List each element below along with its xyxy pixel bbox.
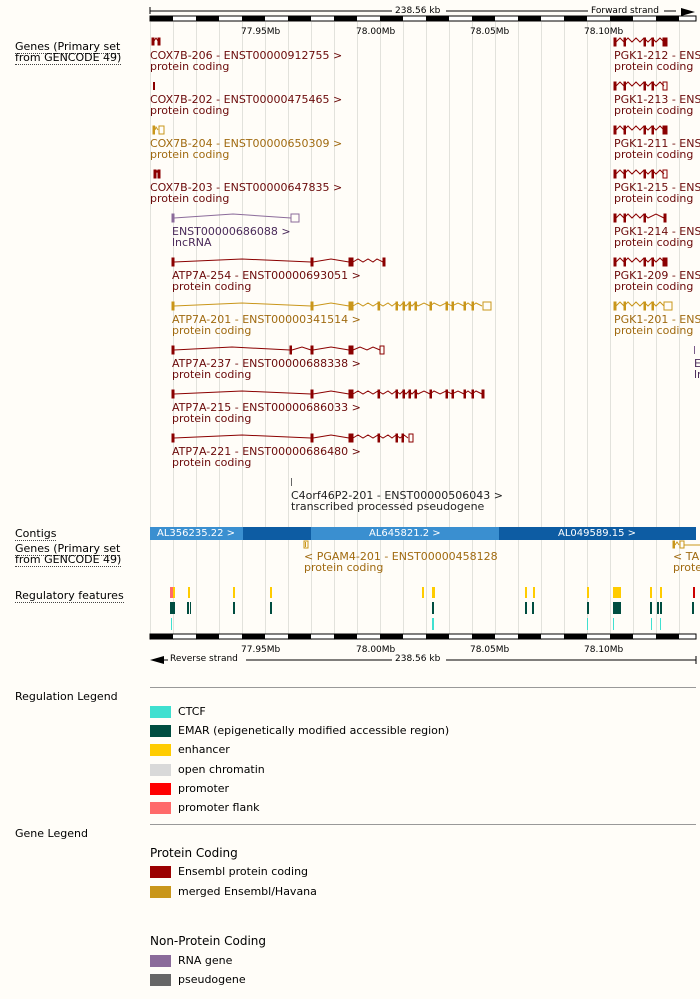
transcript-label[interactable]: < TA prote	[673, 550, 700, 574]
bottom-tick-label: 78.00Mb	[356, 645, 396, 655]
transcript-pgk1-215	[613, 169, 668, 179]
transcript-atp7a-201	[171, 301, 492, 311]
transcript-label[interactable]: ATP7A-201 - ENST00000341514 > protein cod…	[172, 313, 361, 337]
legend-swatch	[150, 764, 171, 776]
transcript-label[interactable]: COX7B-202 - ENST00000475465 > protein cod…	[150, 93, 343, 117]
legend-divider	[150, 687, 696, 688]
bottom-scale-bar	[149, 633, 697, 664]
legend-swatch	[150, 783, 171, 795]
forward-strand-arrow-icon	[681, 8, 695, 16]
reverse-transcripts[interactable]	[0, 0, 700, 560]
bottom-tick-label: 77.95Mb	[241, 645, 281, 655]
transcript-label[interactable]: COX7B-203 - ENST00000647835 > protein cod…	[150, 181, 343, 205]
bottom-tick-label: 78.10Mb	[584, 645, 624, 655]
transcript-pgk1-213	[613, 81, 668, 91]
gene-legend-title: Gene Legend	[15, 827, 88, 840]
transcript-label[interactable]: ATP7A-254 - ENST00000693051 > protein cod…	[172, 269, 361, 293]
transcript-pgk1-214	[613, 213, 667, 223]
transcript-pgk1-212	[613, 37, 668, 47]
contig-segment[interactable]	[499, 527, 696, 540]
legend-swatch	[150, 802, 171, 814]
transcript-pgk1-209	[613, 257, 668, 267]
transcript-label[interactable]: ATP7A-237 - ENST00000688338 > protein cod…	[172, 357, 361, 381]
regulatory-row-emar	[170, 602, 694, 614]
transcript-label[interactable]: PGK1-214 - ENST protein coding	[614, 225, 700, 249]
transcript-label[interactable]: PGK1-212 - ENST protein coding	[614, 49, 700, 73]
transcript-atp7a-215	[171, 389, 485, 399]
regulatory-row-ctcf	[171, 618, 661, 630]
top-tick-label: 78.00Mb	[356, 27, 396, 37]
transcript-glyphs[interactable]	[0, 0, 700, 520]
transcript-atp7a-254	[171, 257, 386, 267]
legend-swatch	[150, 706, 171, 718]
non-protein-coding-title: Non-Protein Coding	[150, 934, 267, 948]
transcript-c4orf46p2	[291, 478, 292, 486]
transcript-label[interactable]: ENST00000686088 > lncRNA	[172, 225, 291, 249]
transcript-pgk1-211	[613, 125, 668, 135]
regulatory-row-enhancer	[170, 587, 695, 598]
contig-segment[interactable]	[311, 527, 499, 540]
transcript-label[interactable]: ATP7A-221 - ENST00000686480 > protein cod…	[172, 445, 361, 469]
contig-segment[interactable]	[243, 527, 311, 540]
transcript-cox7b-203	[153, 169, 161, 179]
track-label-genes-line2: from GENCODE 49)	[15, 51, 122, 65]
top-scale-bar	[149, 7, 697, 22]
transcript-cox7b-204	[152, 125, 165, 135]
transcript-cox7b-202	[153, 82, 155, 90]
transcript-label[interactable]: COX7B-206 - ENST00000912755 > protein cod…	[150, 49, 343, 73]
track-label-genes-reverse[interactable]: Genes (Primary set from GENCODE 49)	[15, 542, 122, 567]
bottom-scale-span: 238.56 kb	[395, 654, 441, 664]
transcript-label[interactable]: PGK1-201 - ENST protein coding	[614, 313, 700, 337]
transcript-label[interactable]: PGK1-213 - ENST protein coding	[614, 93, 700, 117]
top-tick-label: 78.10Mb	[584, 27, 624, 37]
transcript-pgk1-201	[613, 301, 673, 311]
legend-swatch	[150, 725, 171, 737]
top-tick-label: 78.05Mb	[470, 27, 510, 37]
track-label-regulatory[interactable]: Regulatory features	[15, 589, 124, 603]
contig-segment[interactable]	[150, 527, 243, 540]
transcript-cox7b-206	[151, 37, 161, 46]
legend-divider	[150, 824, 696, 825]
transcript-label[interactable]: < PGAM4-201 - ENST00000458128 protein cod…	[304, 550, 498, 574]
contig-label: AL049589.15 >	[558, 528, 637, 539]
track-label-genes-line1: Genes (Primary set	[15, 40, 121, 54]
transcript-label[interactable]: PGK1-211 - ENST protein coding	[614, 137, 700, 161]
regulatory-features[interactable]	[0, 0, 700, 640]
track-label-contigs[interactable]: Contigs	[15, 527, 57, 541]
legend-swatch	[150, 866, 171, 878]
edge-transcript	[694, 346, 695, 354]
regulation-legend-title: Regulation Legend	[15, 690, 118, 703]
transcript-label[interactable]: PGK1-209 - ENST protein coding	[614, 269, 700, 293]
contig-label: AL645821.2 >	[369, 528, 441, 539]
legend-swatch	[150, 974, 171, 986]
transcript-label[interactable]: PGK1-215 - ENST protein coding	[614, 181, 700, 205]
transcript-label[interactable]: C4orf46P2-201 - ENST00000506043 > transcr…	[291, 489, 503, 513]
track-label-genes[interactable]: Genes (Primary set from GENCODE 49)	[15, 40, 122, 65]
bottom-tick-label: 78.05Mb	[470, 645, 510, 655]
edge-label[interactable]: Eln	[694, 357, 700, 381]
transcript-label[interactable]: ATP7A-215 - ENST00000686033 > protein cod…	[172, 401, 361, 425]
reverse-strand-arrow-icon	[150, 656, 164, 664]
transcript-atp7a-221	[171, 433, 414, 443]
legend-swatch	[150, 886, 171, 898]
transcript-lncrna	[171, 213, 300, 223]
transcript-atp7a-237	[171, 345, 385, 355]
top-scale-span: 238.56 kb	[395, 6, 441, 16]
protein-coding-title: Protein Coding	[150, 846, 238, 860]
contig-bar[interactable]: AL356235.22 > AL645821.2 > AL049589.15 >	[150, 527, 696, 540]
contig-label: AL356235.22 >	[157, 528, 236, 539]
legend-swatch	[150, 744, 171, 756]
legend-swatch	[150, 955, 171, 967]
bottom-strand-label: Reverse strand	[170, 654, 238, 664]
top-tick-label: 77.95Mb	[241, 27, 281, 37]
transcript-label[interactable]: COX7B-204 - ENST00000650309 > protein cod…	[150, 137, 343, 161]
pgk1-label-clip: PGK1-212 - ENST protein coding PGK1-213 -…	[614, 0, 700, 340]
top-strand-label: Forward strand	[591, 6, 659, 16]
